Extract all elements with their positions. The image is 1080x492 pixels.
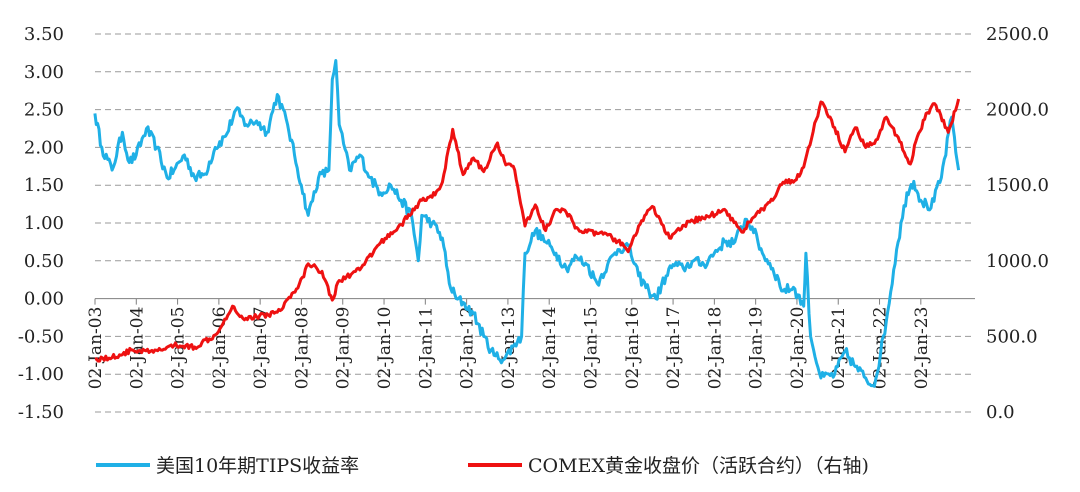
x-tick-label: 02-Jan-09	[334, 307, 354, 390]
y-left-tick-label: -1.00	[18, 364, 64, 385]
x-tick-label: 02-Jan-06	[210, 307, 230, 390]
x-tick-label: 02-Jan-16	[623, 307, 643, 390]
series-line-comex-gold	[94, 98, 961, 363]
x-tick-label: 02-Jan-20	[788, 307, 808, 390]
y-right-tick-label: 500.0	[986, 326, 1038, 347]
x-tick-label: 02-Jan-07	[251, 307, 271, 390]
x-tick-label: 02-Jan-13	[499, 307, 519, 390]
x-tick-label: 02-Jan-10	[375, 307, 395, 390]
x-tick-label: 02-Jan-15	[581, 307, 601, 390]
axis-layer: 3.50 3.00 2.50 2.00 1.50 1.00 0.50 0.00 -0.50 -1.…	[18, 24, 1049, 423]
grid-layer	[95, 33, 975, 413]
series-line-tips-yield	[93, 59, 961, 388]
y-left-tick-label: 3.50	[24, 24, 64, 45]
x-tick-label: 02-Jan-12	[458, 307, 478, 390]
y-left-tick-label: -0.50	[18, 326, 64, 347]
y-left-tick-label: 2.50	[24, 100, 64, 121]
x-tick-label: 02-Jan-18	[705, 307, 725, 390]
x-tick-label: 02-Jan-08	[292, 307, 312, 390]
x-tick-label: 02-Jan-03	[86, 307, 106, 390]
legend-label-gold: COMEX黄金收盘价（活跃合约）（右轴)	[528, 455, 869, 477]
y-left-tick-label: 0.00	[24, 289, 64, 310]
series-layer	[93, 59, 961, 388]
x-tick-label: 02-Jan-04	[127, 307, 147, 390]
y-left-tick-label: 0.50	[24, 251, 64, 272]
x-tick-label: 02-Jan-19	[747, 307, 767, 390]
x-tick-label: 02-Jan-23	[912, 307, 932, 390]
y-left-tick-label: -1.50	[18, 402, 64, 423]
y-left-tick-label: 1.00	[24, 213, 64, 234]
x-tick-label: 02-Jan-17	[664, 307, 684, 390]
y-right-tick-label: 1000.0	[986, 251, 1049, 272]
y-right-tick-label: 0.0	[986, 402, 1015, 423]
y-right-tick-label: 2500.0	[986, 24, 1049, 45]
y-right-tick-label: 2000.0	[986, 100, 1049, 121]
y-right-tick-label: 1500.0	[986, 175, 1049, 196]
y-left-tick-label: 1.50	[24, 175, 64, 196]
x-tick-label: 02-Jan-14	[540, 307, 560, 390]
y-left-tick-label: 3.00	[24, 62, 64, 83]
legend-label-tips: 美国10年期TIPS收益率	[156, 455, 359, 477]
x-tick-label: 02-Jan-21	[829, 307, 849, 390]
x-tick-label: 02-Jan-11	[416, 307, 436, 390]
legend: 美国10年期TIPS收益率 COMEX黄金收盘价（活跃合约）（右轴)	[96, 455, 869, 477]
y-left-tick-label: 2.00	[24, 137, 64, 158]
